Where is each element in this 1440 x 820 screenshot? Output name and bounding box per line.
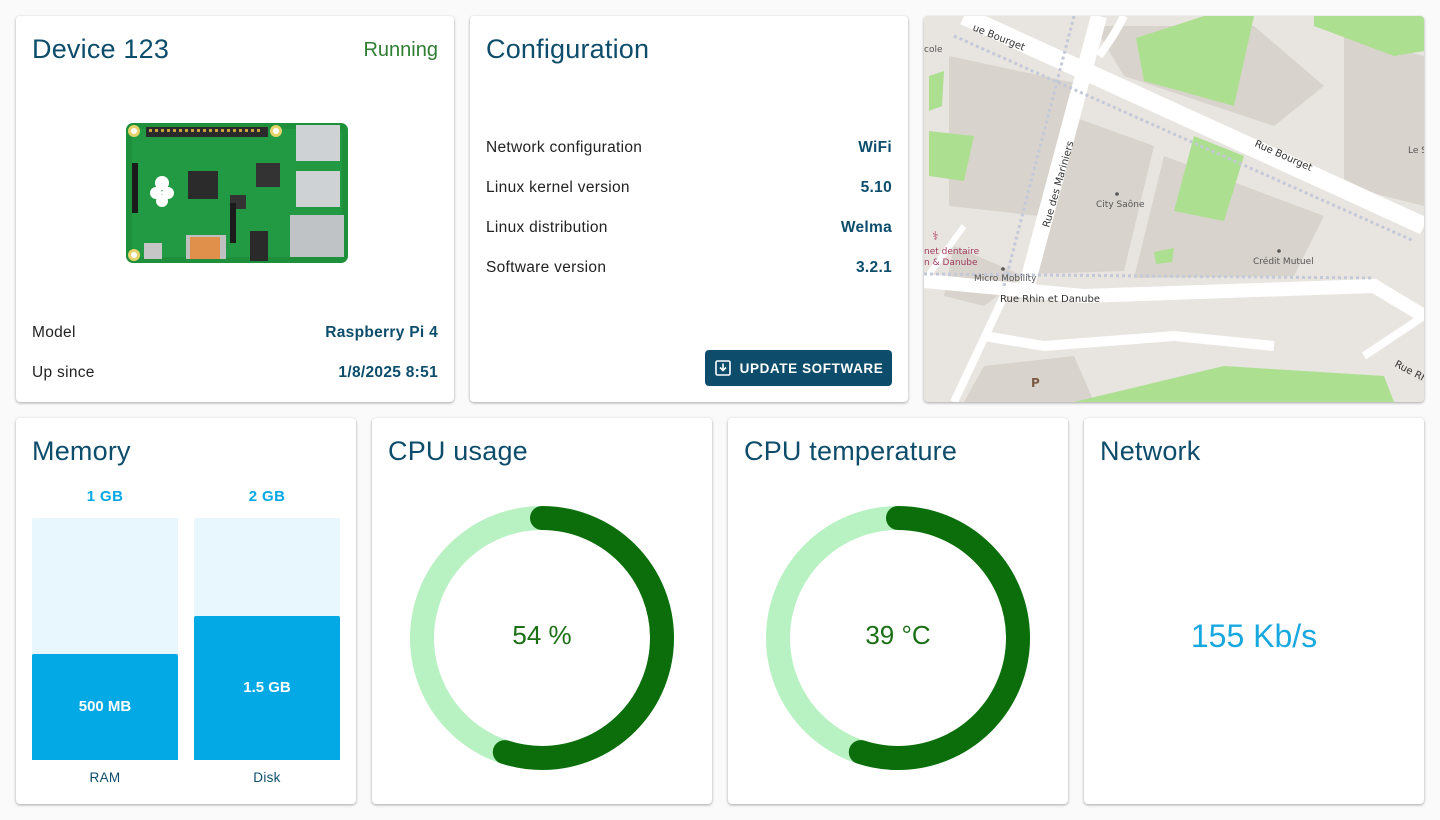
config-row-software: Software version 3.2.1 [486, 259, 892, 277]
device-info-row-up-since: Up since 1/8/2025 8:51 [32, 364, 438, 382]
ram-bar: 500 MB [32, 518, 178, 760]
network-title: Network [1100, 436, 1201, 466]
config-key: Linux distribution [486, 219, 608, 236]
config-key: Network configuration [486, 139, 643, 156]
cpu-usage-card: CPU usage 54 % [372, 418, 712, 804]
device-info-key: Model [32, 324, 76, 341]
config-value: 3.2.1 [856, 259, 892, 276]
configuration-title: Configuration [486, 34, 650, 64]
map-label: n & Danube [924, 258, 978, 268]
update-software-label: UPDATE SOFTWARE [739, 360, 884, 376]
disk-used-label: 1.5 GB [243, 679, 291, 696]
cpu-usage-gauge [410, 506, 674, 770]
map-label: Le S [1408, 146, 1424, 156]
cpu-temperature-value: 39 °C [865, 620, 931, 650]
map-label: City Saône [1096, 199, 1145, 210]
network-card: Network 155 Kb/s [1084, 418, 1424, 804]
download-icon [714, 359, 732, 377]
device-info-value: 1/8/2025 8:51 [338, 364, 438, 381]
config-value: Welma [840, 219, 892, 236]
device-status: Running [363, 39, 438, 61]
config-row-network: Network configuration WiFi [486, 139, 892, 157]
disk-total-label: 2 GB [248, 488, 286, 505]
ram-label: RAM [89, 770, 121, 785]
config-key: Software version [486, 259, 607, 276]
parking-icon: P [1031, 376, 1040, 390]
config-value: 5.10 [860, 179, 892, 196]
map-label: Rue Rhin et Danube [1000, 294, 1100, 305]
disk-bar-fill: 1.5 GB [194, 616, 340, 760]
map-label: cole [924, 45, 943, 55]
raspberry-pi-board-icon [126, 123, 358, 274]
ram-used-label: 500 MB [78, 698, 132, 715]
config-value: WiFi [858, 139, 892, 156]
device-card: Device 123 Running [16, 16, 454, 402]
cpu-usage-title: CPU usage [388, 436, 528, 466]
ram-total-label: 1 GB [86, 488, 124, 505]
memory-card: Memory 1 GB 500 MB RAM 2 GB 1.5 GB Disk [16, 418, 356, 804]
cpu-temperature-gauge-arc [766, 506, 1030, 770]
tooth-icon: ⚕ [932, 229, 939, 243]
device-info-row-model: Model Raspberry Pi 4 [32, 324, 438, 342]
ram-bar-fill: 500 MB [32, 654, 178, 760]
configuration-card: Configuration Network configuration WiFi… [470, 16, 908, 402]
cpu-usage-value: 54 % [512, 620, 572, 650]
device-title: Device 123 [32, 34, 170, 64]
memory-title: Memory [32, 436, 131, 466]
disk-bar: 1.5 GB [194, 518, 340, 760]
map-label: Crédit Mutuel [1253, 256, 1314, 267]
config-row-distribution: Linux distribution Welma [486, 219, 892, 237]
map-card[interactable]: ue Bourget cole Rue Bourget Le S Rue des… [924, 16, 1424, 402]
config-row-kernel: Linux kernel version 5.10 [486, 179, 892, 197]
disk-label: Disk [253, 770, 281, 785]
cpu-temperature-card: CPU temperature 39 °C [728, 418, 1068, 804]
map-label: Micro Mobility [974, 274, 1037, 284]
device-info-key: Up since [32, 364, 95, 381]
map-view[interactable]: ue Bourget cole Rue Bourget Le S Rue des… [924, 16, 1424, 402]
cpu-temperature-title: CPU temperature [744, 436, 958, 466]
cpu-temperature-gauge [766, 506, 1030, 770]
network-throughput-value: 155 Kb/s [1190, 618, 1318, 654]
cpu-usage-gauge-arc [410, 506, 674, 770]
config-key: Linux kernel version [486, 179, 630, 196]
map-label: net dentaire [924, 247, 980, 257]
device-info-value: Raspberry Pi 4 [325, 324, 438, 341]
update-software-button[interactable]: UPDATE SOFTWARE [705, 350, 892, 386]
